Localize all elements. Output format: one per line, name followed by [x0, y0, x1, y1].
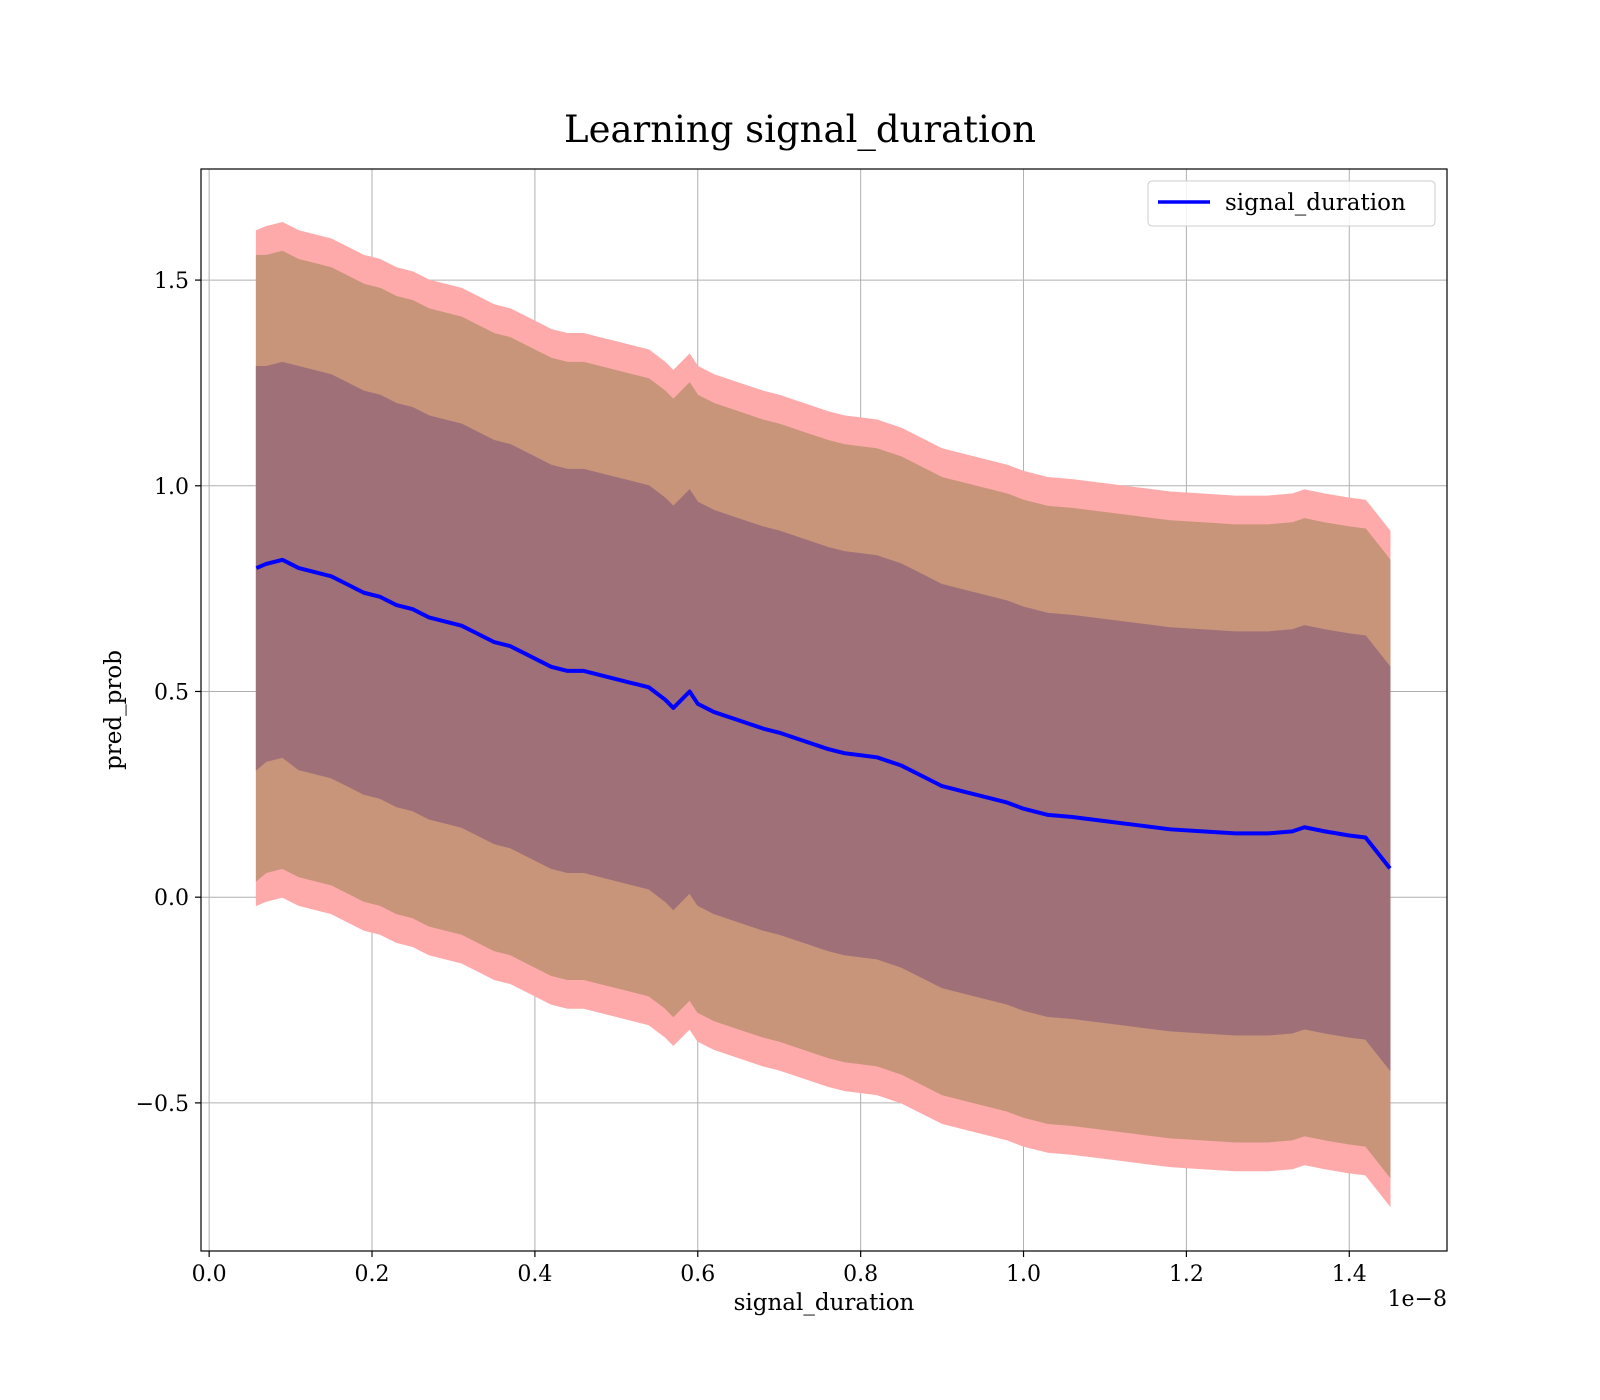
x-tick-label: 1.2: [1169, 1262, 1204, 1287]
y-tick-label: −0.5: [136, 1092, 189, 1117]
chart-title: Learning signal_duration: [564, 108, 1036, 152]
legend: signal_duration: [1147, 180, 1436, 227]
axis-ticks: 0.0 0.2 0.4 0.6 0.8 1.0 1.2 1.4 −0.5 0.0 0.5 1.0 1.5: [136, 269, 1367, 1287]
series-lines: [255, 557, 1392, 870]
series-line-signal_duration: [255, 557, 1392, 870]
x-axis-label: signal_duration: [734, 1290, 915, 1316]
x-offset-text: 1e−8: [1388, 1287, 1447, 1312]
x-tick-label: 1.4: [1332, 1262, 1367, 1287]
plot-frame: [200, 168, 1448, 1252]
band-1-sigma: [255, 361, 1391, 1072]
x-tick-label: 0.0: [192, 1262, 227, 1287]
x-tick-label: 0.8: [843, 1262, 878, 1287]
y-tick-label: 0.0: [154, 886, 189, 911]
uncertainty-bands: [255, 221, 1391, 1208]
legend-label: signal_duration: [1225, 190, 1406, 216]
y-tick-label: 0.5: [154, 680, 189, 705]
x-tick-label: 0.6: [680, 1262, 715, 1287]
x-tick-label: 0.2: [355, 1262, 390, 1287]
y-tick-label: 1.0: [154, 475, 189, 500]
y-tick-label: 1.5: [154, 269, 189, 294]
y-axis-label: pred_prob: [101, 650, 127, 770]
x-tick-label: 0.4: [517, 1262, 552, 1287]
legend-box: [1147, 180, 1436, 227]
x-tick-label: 1.0: [1006, 1262, 1041, 1287]
